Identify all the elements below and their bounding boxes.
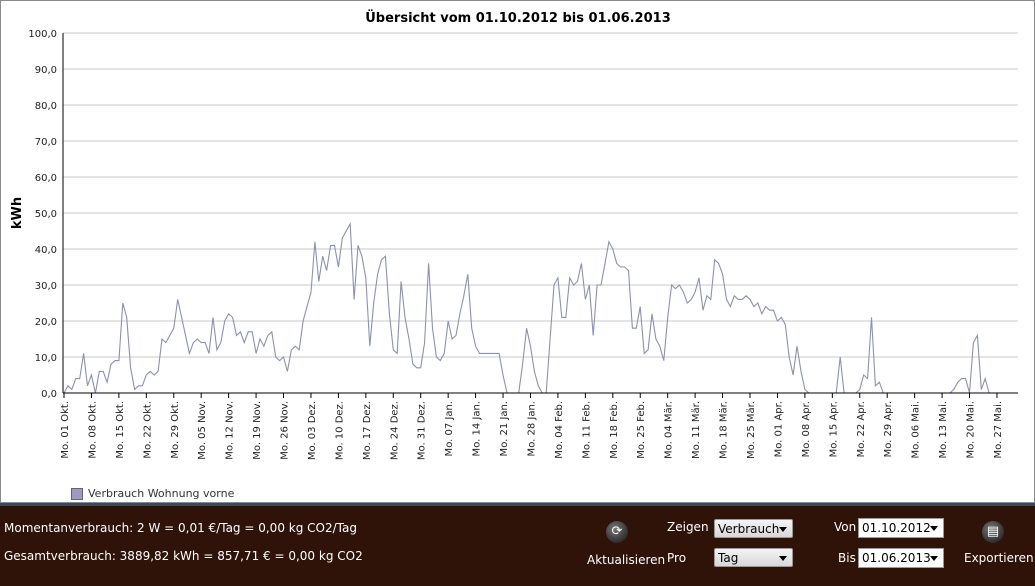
x-tick-label: Mo. 11 Mär.	[691, 401, 702, 459]
x-tick-label: Mo. 27 Mai.	[993, 401, 1004, 459]
x-tick-label: Mo. 21 Jan.	[499, 401, 510, 456]
current-consumption: Momentanverbrauch: 2 W = 0,01 €/Tag = 0,…	[4, 521, 357, 535]
control-panel: Momentanverbrauch: 2 W = 0,01 €/Tag = 0,…	[0, 503, 1035, 586]
from-label: Von	[834, 520, 857, 534]
y-tick-label: 0,0	[41, 389, 57, 400]
x-tick-label: Mo. 17 Dez.	[362, 401, 373, 460]
x-tick-label: Mo. 13 Mai.	[938, 401, 949, 459]
x-tick-label: Mo. 04 Mär.	[664, 401, 675, 459]
x-tick-label: Mo. 03 Dez.	[307, 401, 318, 460]
x-tick-label: Mo. 07 Jan.	[444, 401, 455, 456]
y-tick-label: 40,0	[35, 245, 57, 256]
export-button[interactable]: Exportieren	[964, 551, 1034, 565]
to-date-picker[interactable]: 01.06.2013	[858, 548, 944, 568]
chevron-down-icon	[779, 527, 787, 532]
legend-swatch	[71, 487, 83, 500]
refresh-button[interactable]: Aktualisieren	[587, 553, 666, 567]
x-tick-label: Mo. 15 Apr.	[828, 401, 839, 457]
show-select[interactable]: Verbrauch	[714, 519, 793, 538]
x-tick-label: Mo. 22 Apr.	[856, 401, 867, 457]
consumption-chart: Übersicht vom 01.10.2012 bis 01.06.2013 …	[10, 10, 1018, 460]
y-tick-label: 30,0	[35, 281, 57, 292]
chevron-down-icon	[930, 526, 938, 531]
from-date-picker[interactable]: 01.10.2012	[858, 518, 944, 538]
x-tick-label: Mo. 31 Dez.	[417, 401, 428, 460]
y-tick-label: 10,0	[35, 353, 57, 364]
per-select[interactable]: Tag	[714, 548, 793, 567]
x-tick-label: Mo. 01 Okt.	[60, 401, 71, 459]
chevron-down-icon	[930, 556, 938, 561]
x-tick-label: Mo. 08 Apr.	[801, 401, 812, 457]
x-tick-label: Mo. 06 Mai.	[911, 401, 922, 459]
x-tick-label: Mo. 12 Nov.	[225, 401, 236, 460]
chart-panel: Übersicht vom 01.10.2012 bis 01.06.2013 …	[0, 0, 1035, 503]
x-tick-label: Mo. 18 Mär.	[719, 401, 730, 459]
y-tick-label: 80,0	[35, 101, 57, 112]
refresh-icon[interactable]: ⟳	[606, 521, 628, 543]
x-tick-label: Mo. 08 Okt.	[87, 401, 98, 459]
legend-label: Verbrauch Wohnung vorne	[88, 487, 235, 500]
x-tick-label: Mo. 20 Mai.	[966, 401, 977, 459]
show-label: Zeigen	[667, 520, 709, 534]
x-tick-label: Mo. 15 Okt.	[115, 401, 126, 459]
to-date-value: 01.06.2013	[862, 551, 931, 565]
y-tick-label: 70,0	[35, 137, 57, 148]
legend: Verbrauch Wohnung vorne	[71, 487, 234, 500]
y-tick-label: 50,0	[35, 209, 57, 220]
x-tick-label: Mo. 29 Okt.	[170, 401, 181, 459]
x-tick-label: Mo. 05 Nov.	[197, 401, 208, 460]
x-tick-label: Mo. 26 Nov.	[280, 401, 291, 460]
chevron-down-icon	[779, 556, 787, 561]
x-tick-label: Mo. 24 Dez.	[389, 401, 400, 460]
y-tick-label: 90,0	[35, 65, 57, 76]
x-tick-label: Mo. 25 Mär.	[746, 401, 757, 459]
x-tick-label: Mo. 01 Apr.	[773, 401, 784, 457]
from-date-value: 01.10.2012	[862, 521, 931, 535]
x-tick-label: Mo. 25 Feb.	[636, 401, 647, 459]
x-tick-label: Mo. 28 Jan.	[526, 401, 537, 456]
export-icon[interactable]: ▤	[982, 521, 1004, 543]
total-consumption: Gesamtverbrauch: 3889,82 kWh = 857,71 € …	[4, 549, 363, 563]
x-tick-label: Mo. 19 Nov.	[252, 401, 263, 460]
y-axis-label: kWh	[10, 197, 25, 229]
x-tick-label: Mo. 10 Dez.	[334, 401, 345, 460]
per-select-value: Tag	[718, 551, 739, 565]
x-tick-label: Mo. 04 Feb.	[554, 401, 565, 459]
x-tick-label: Mo. 22 Okt.	[142, 401, 153, 459]
y-tick-label: 100,0	[28, 29, 57, 40]
y-tick-label: 60,0	[35, 173, 57, 184]
x-tick-label: Mo. 29 Apr.	[883, 401, 894, 457]
x-tick-label: Mo. 11 Feb.	[581, 401, 592, 459]
per-label: Pro	[667, 551, 687, 565]
x-tick-label: Mo. 18 Feb.	[609, 401, 620, 459]
to-label: Bis	[838, 551, 856, 565]
show-select-value: Verbrauch	[718, 522, 780, 536]
y-tick-label: 20,0	[35, 317, 57, 328]
chart-title: Übersicht vom 01.10.2012 bis 01.06.2013	[365, 10, 671, 26]
x-tick-label: Mo. 14 Jan.	[472, 401, 483, 456]
